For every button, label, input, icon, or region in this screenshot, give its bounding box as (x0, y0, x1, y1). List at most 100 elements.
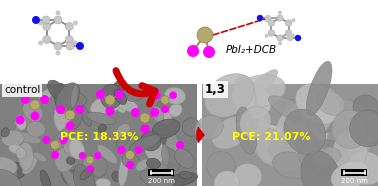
Ellipse shape (207, 152, 235, 180)
Ellipse shape (83, 156, 96, 170)
Circle shape (285, 30, 292, 36)
Circle shape (115, 90, 124, 99)
Ellipse shape (236, 107, 257, 154)
Ellipse shape (56, 90, 87, 107)
Circle shape (51, 140, 59, 150)
Ellipse shape (15, 115, 26, 130)
Circle shape (76, 42, 84, 50)
Circle shape (265, 18, 269, 22)
Circle shape (79, 152, 86, 159)
Ellipse shape (353, 95, 378, 124)
Ellipse shape (276, 102, 320, 141)
Ellipse shape (158, 111, 172, 124)
Circle shape (65, 110, 75, 120)
Ellipse shape (234, 75, 256, 119)
Text: PCE: 18.33%: PCE: 18.33% (60, 132, 138, 142)
Ellipse shape (114, 89, 127, 105)
Circle shape (285, 20, 292, 26)
Circle shape (291, 34, 296, 38)
Ellipse shape (33, 152, 47, 162)
Ellipse shape (308, 140, 350, 180)
Ellipse shape (152, 119, 180, 138)
Ellipse shape (309, 88, 337, 134)
Ellipse shape (1, 128, 9, 137)
Ellipse shape (112, 80, 124, 96)
Ellipse shape (79, 104, 91, 126)
Ellipse shape (1, 135, 21, 153)
Ellipse shape (73, 164, 95, 186)
Ellipse shape (119, 157, 128, 186)
Circle shape (43, 23, 51, 31)
Ellipse shape (16, 148, 26, 159)
Circle shape (38, 41, 43, 46)
Ellipse shape (116, 124, 130, 137)
Ellipse shape (273, 152, 311, 179)
Ellipse shape (350, 110, 378, 147)
Ellipse shape (345, 121, 372, 160)
Ellipse shape (40, 89, 53, 100)
Ellipse shape (13, 132, 41, 144)
Ellipse shape (40, 170, 51, 186)
Circle shape (265, 15, 271, 21)
Ellipse shape (101, 84, 122, 109)
Ellipse shape (152, 166, 161, 182)
Circle shape (278, 10, 282, 15)
Circle shape (65, 23, 73, 31)
FancyArrowPatch shape (116, 71, 155, 104)
Circle shape (54, 42, 62, 50)
Ellipse shape (347, 152, 378, 185)
Circle shape (268, 20, 274, 26)
Ellipse shape (71, 98, 83, 128)
Ellipse shape (239, 86, 271, 119)
Ellipse shape (112, 171, 121, 182)
Ellipse shape (157, 101, 166, 114)
Ellipse shape (147, 135, 169, 147)
Ellipse shape (0, 157, 17, 175)
Circle shape (278, 41, 282, 46)
Ellipse shape (141, 169, 174, 186)
Circle shape (153, 92, 161, 99)
Circle shape (59, 136, 68, 144)
Ellipse shape (284, 109, 325, 155)
Ellipse shape (301, 150, 341, 186)
Circle shape (21, 95, 30, 104)
Ellipse shape (2, 130, 24, 147)
Ellipse shape (97, 145, 117, 163)
Ellipse shape (169, 104, 182, 117)
FancyBboxPatch shape (0, 84, 197, 186)
FancyBboxPatch shape (202, 84, 378, 186)
Ellipse shape (162, 145, 169, 166)
Circle shape (169, 92, 177, 99)
Ellipse shape (264, 100, 305, 126)
Ellipse shape (0, 170, 22, 186)
Circle shape (265, 34, 269, 38)
Circle shape (31, 111, 39, 121)
Ellipse shape (332, 110, 368, 149)
Ellipse shape (166, 134, 180, 163)
Circle shape (105, 107, 115, 116)
Ellipse shape (164, 87, 186, 104)
Ellipse shape (144, 137, 165, 163)
Ellipse shape (212, 116, 250, 149)
Ellipse shape (182, 118, 200, 136)
Circle shape (94, 152, 101, 159)
Ellipse shape (71, 84, 78, 108)
Text: 1,3: 1,3 (205, 83, 226, 96)
Ellipse shape (268, 96, 322, 128)
Circle shape (73, 20, 78, 25)
Ellipse shape (67, 157, 75, 164)
Circle shape (56, 10, 60, 15)
Circle shape (135, 146, 143, 154)
Circle shape (42, 136, 51, 144)
Ellipse shape (54, 140, 61, 149)
Ellipse shape (160, 157, 184, 168)
Ellipse shape (175, 149, 194, 168)
Ellipse shape (240, 106, 271, 138)
Ellipse shape (55, 147, 75, 172)
Ellipse shape (249, 127, 301, 171)
Ellipse shape (51, 124, 75, 148)
Ellipse shape (317, 91, 344, 115)
Circle shape (141, 124, 150, 134)
Ellipse shape (98, 124, 106, 133)
Circle shape (30, 100, 40, 110)
